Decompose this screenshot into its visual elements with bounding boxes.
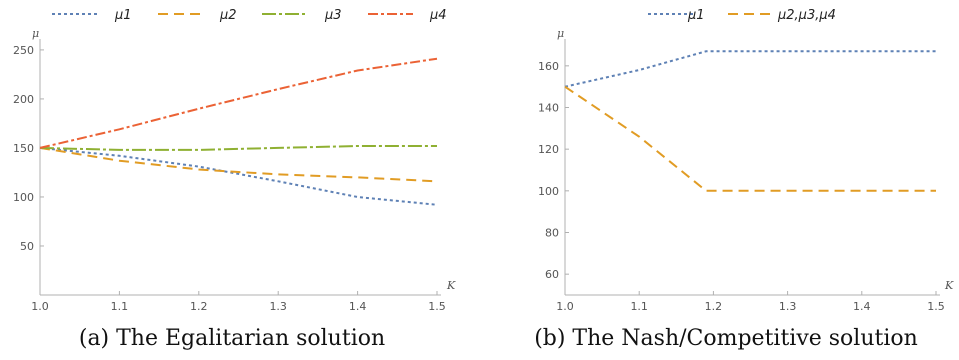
y-tick-label: 80 [545,227,559,240]
legend-label: μ3 [324,8,342,23]
y-axis-label: μ [557,27,564,40]
y-tick-label: 250 [13,44,34,57]
caption-nash: (b) The Nash/Competitive solution [534,326,918,351]
x-tick-label: 1.2 [190,300,208,313]
x-tick-label: 1.0 [31,300,49,313]
x-tick-label: 1.4 [853,300,871,313]
legend-label: μ1 [687,8,705,23]
legend-label: μ2 [219,8,237,23]
x-tick-label: 1.1 [111,300,129,313]
series-line-1 [564,50,936,88]
legend-label: μ1 [114,8,132,23]
y-tick-label: 100 [538,185,559,198]
x-tick-label: 1.4 [349,300,367,313]
x-tick-label: 1.5 [428,300,446,313]
legend-label: μ4 [429,8,447,23]
legend-nash: μ1 μ2,μ3,μ4 [648,8,836,23]
y-tick-label: 140 [538,102,559,115]
egalitarian-chart: μ1 μ2 μ3 μ4 50 100 150 200 250 1.0 1.1 1.2 1.3 1.4 1.… [13,8,456,351]
series-line-3 [39,145,437,151]
y-tick-label: 120 [538,143,559,156]
plot-area-nash: 60 80 100 120 140 160 1.0 1.1 1.2 1.3 1.4 1.5 μ K [538,27,954,313]
x-tick-label: 1.5 [927,300,945,313]
x-tick-label: 1.0 [556,300,574,313]
legend-egalitarian: μ1 μ2 μ3 μ4 [52,8,447,23]
x-axis-label: K [446,279,456,292]
y-tick-label: 150 [13,142,34,155]
x-tick-label: 1.3 [779,300,797,313]
x-tick-label: 1.1 [630,300,648,313]
series-line-2 [564,85,936,192]
y-tick-label: 50 [20,240,34,253]
plot-area-egalitarian: 50 100 150 200 250 1.0 1.1 1.2 1.3 1.4 1.5 μ K [13,27,456,313]
y-tick-label: 200 [13,93,34,106]
series-line-4 [39,57,438,149]
y-axis-label: μ [32,27,39,40]
caption-egalitarian: (a) The Egalitarian solution [79,326,385,351]
y-tick-label: 160 [538,60,559,73]
series-line-1 [39,146,438,206]
y-tick-label: 100 [13,191,34,204]
x-axis-label: K [944,279,954,292]
x-tick-label: 1.2 [705,300,723,313]
legend-label: μ2,μ3,μ4 [777,8,836,23]
series-line-2 [39,146,438,183]
x-tick-label: 1.3 [269,300,287,313]
y-tick-label: 60 [545,268,559,281]
nash-chart: μ1 μ2,μ3,μ4 60 80 100 120 140 160 1.0 1.1 1.2 1.3 1… [534,8,954,351]
